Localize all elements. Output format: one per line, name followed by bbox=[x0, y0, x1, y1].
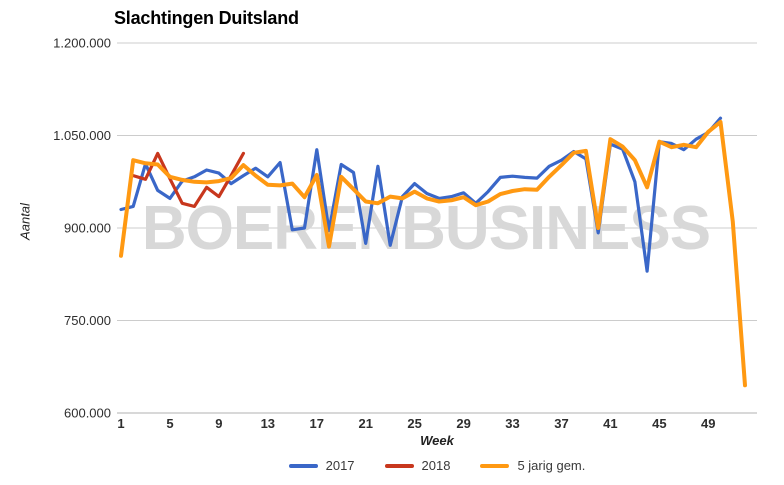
x-tick-label: 13 bbox=[261, 416, 275, 431]
x-tick-label: 45 bbox=[652, 416, 666, 431]
x-tick-label: 21 bbox=[358, 416, 372, 431]
series-line-2017 bbox=[119, 116, 723, 273]
legend-label: 2017 bbox=[325, 458, 355, 473]
legend-item-2017: 2017 bbox=[288, 458, 355, 473]
x-tick-label: 33 bbox=[505, 416, 519, 431]
legend-label: 2018 bbox=[421, 458, 451, 473]
series-line-5-jarig-gem. bbox=[119, 119, 747, 388]
x-tick-label: 1 bbox=[117, 416, 124, 431]
y-tick-label: 1.200.000 bbox=[53, 36, 111, 51]
y-tick-label: 600.000 bbox=[64, 406, 111, 421]
legend-line-swatch-2017 bbox=[288, 463, 318, 468]
x-tick-label: 41 bbox=[603, 416, 617, 431]
legend-item-2018: 2018 bbox=[384, 458, 451, 473]
y-tick-label: 750.000 bbox=[64, 313, 111, 328]
watermark-text: BOERENBUSINESS bbox=[142, 194, 710, 263]
series-layer bbox=[119, 116, 747, 388]
x-tick-label: 49 bbox=[701, 416, 715, 431]
x-tick-label: 9 bbox=[215, 416, 222, 431]
series-line-2018 bbox=[131, 151, 245, 208]
x-tick-label: 25 bbox=[407, 416, 421, 431]
x-tick-label: 17 bbox=[310, 416, 324, 431]
y-tick-label: 900.000 bbox=[64, 221, 111, 236]
y-tick-label: 1.050.000 bbox=[53, 128, 111, 143]
grid-layer: 1.200.000 1.050.000 900.000 750.000 600.000 1… bbox=[53, 36, 757, 431]
x-tick-label: 5 bbox=[166, 416, 173, 431]
chart-title: Slachtingen Duitsland bbox=[114, 8, 299, 28]
x-axis-title: Week bbox=[420, 433, 454, 448]
legend-label: 5 jarig gem. bbox=[517, 458, 586, 473]
legend-line-swatch-5yr-avg bbox=[480, 463, 510, 468]
legend-item-5yr-avg: 5 jarig gem. bbox=[480, 458, 585, 473]
x-tick-label: 29 bbox=[456, 416, 470, 431]
legend-line-swatch-2018 bbox=[384, 463, 414, 468]
x-tick-label: 37 bbox=[554, 416, 568, 431]
legend: 2017 2018 5 jarig gem. bbox=[0, 458, 784, 473]
